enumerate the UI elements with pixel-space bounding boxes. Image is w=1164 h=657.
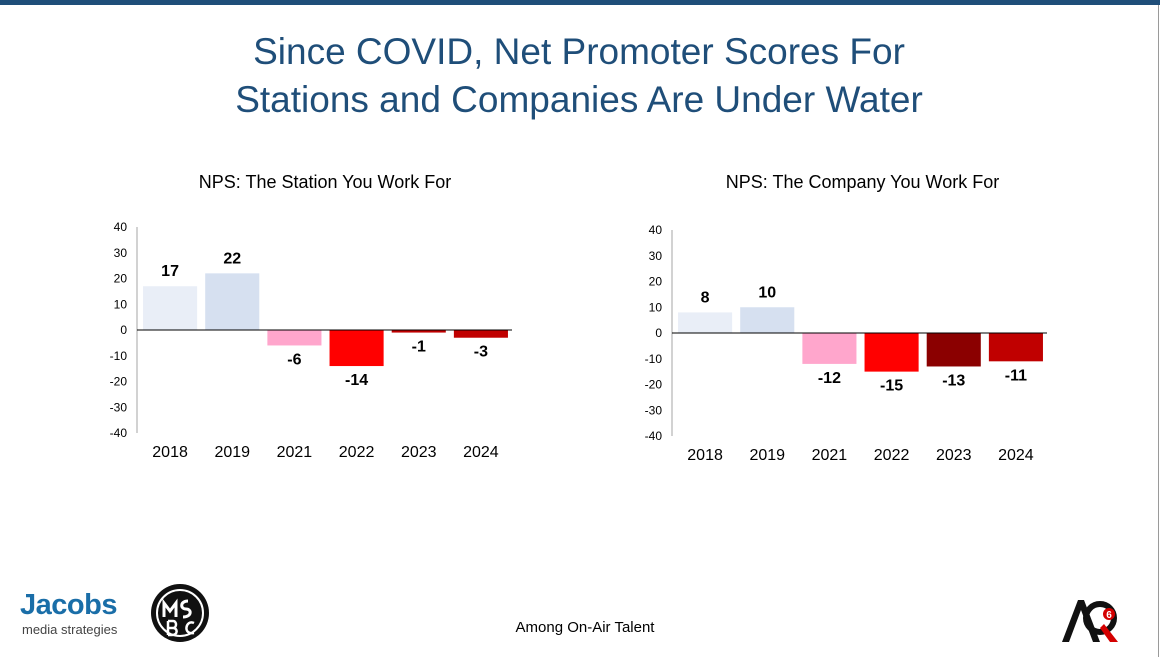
bar-2021 [802,333,857,364]
bar-2022 [864,333,919,372]
data-label: -6 [287,351,301,368]
bar-2019 [205,273,260,330]
jacobs-media-logo: Jacobs media strategies [20,589,140,639]
bar-2022 [329,330,384,367]
y-tick-label: 20 [114,272,128,286]
x-tick-label: 2019 [214,444,250,461]
data-label: -11 [1005,367,1027,384]
y-tick-label: 40 [114,220,128,234]
data-label: -13 [942,372,965,389]
y-tick-label: -30 [645,403,663,417]
title-line-2: Stations and Companies Are Under Water [235,79,923,120]
y-tick-label: 30 [649,249,663,263]
y-tick-label: 0 [120,323,127,337]
bar-2021 [267,330,322,346]
x-tick-label: 2022 [874,447,910,464]
data-label: -15 [880,378,903,395]
y-tick-label: 20 [649,275,663,289]
data-label: 22 [223,250,241,267]
bar-2024 [453,330,508,338]
y-tick-label: -10 [645,352,663,366]
y-tick-label: -40 [110,426,128,440]
y-tick-label: -20 [110,375,128,389]
y-tick-label: -20 [645,378,663,392]
x-tick-label: 2021 [812,447,848,464]
x-tick-label: 2018 [152,444,188,461]
slide-title: Since COVID, Net Promoter Scores For Sta… [0,28,1158,124]
jacobs-logo-subtitle: media strategies [22,622,118,637]
data-label: 8 [701,289,710,306]
x-tick-label: 2019 [749,447,785,464]
bar-2023 [391,330,446,333]
right-border [1158,5,1159,657]
bar-2018 [678,312,733,333]
msbc-logo [151,584,209,642]
x-tick-label: 2023 [936,447,972,464]
aq6-logo: 6 [1062,600,1118,642]
x-tick-label: 2022 [339,444,375,461]
data-label: 17 [161,263,179,280]
x-tick-label: 2021 [277,444,313,461]
chart-title-company: NPS: The Company You Work For [725,172,1000,192]
bar-2024 [988,333,1043,362]
y-tick-label: -40 [645,429,663,443]
chart-title-station: NPS: The Station You Work For [198,172,452,192]
data-label: 10 [758,284,776,301]
footer-note: Among On-Air Talent [515,619,655,636]
jacobs-logo-word: Jacobs [20,589,117,621]
x-tick-label: 2023 [401,444,437,461]
y-tick-label: 30 [114,246,128,260]
y-tick-label: 10 [649,300,663,314]
data-label: -3 [474,344,488,361]
title-line-1: Since COVID, Net Promoter Scores For [253,31,905,72]
data-label: -1 [412,339,426,356]
x-tick-label: 2018 [687,447,723,464]
bar-2019 [740,307,795,333]
y-tick-label: 0 [655,326,662,340]
bar-2018 [143,286,198,330]
x-tick-label: 2024 [998,447,1034,464]
aq6-badge-text: 6 [1106,610,1112,621]
data-label: -14 [345,372,368,389]
y-tick-label: -30 [110,400,128,414]
data-label: -12 [818,370,841,387]
y-tick-label: -10 [110,349,128,363]
y-tick-label: 40 [649,223,663,237]
top-accent-bar [0,0,1160,5]
bar-2023 [926,333,981,367]
x-tick-label: 2024 [463,444,499,461]
y-tick-label: 10 [114,297,128,311]
